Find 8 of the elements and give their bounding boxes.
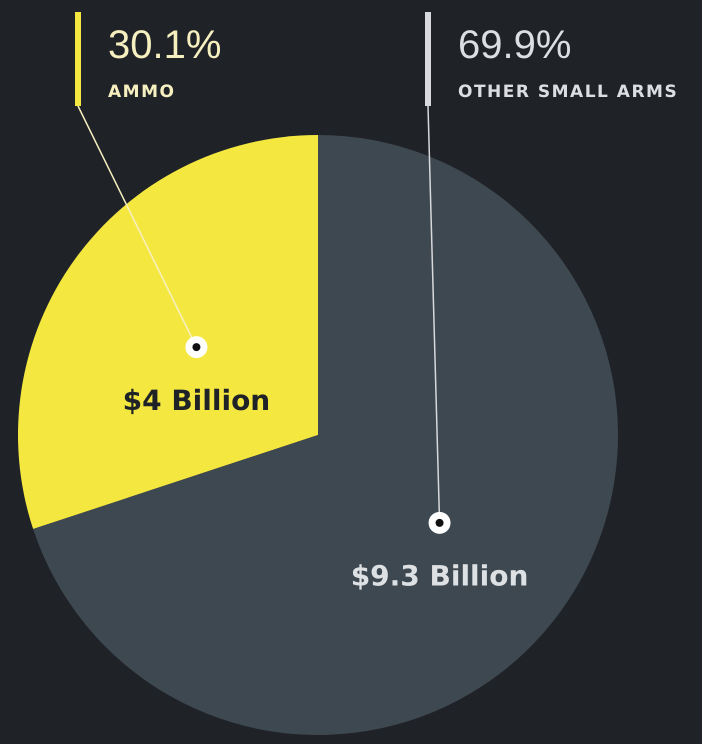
pie-slice bbox=[33, 135, 618, 735]
data-label: $4 Billion bbox=[122, 384, 270, 417]
data-label: $9.3 Billion bbox=[350, 560, 528, 593]
slice-label: OTHER SMALL ARMS bbox=[458, 82, 678, 102]
slice-label: AMMO bbox=[108, 82, 176, 102]
text: 30.1% bbox=[108, 23, 222, 67]
text: 69.9% bbox=[458, 23, 572, 67]
pie-slice bbox=[18, 135, 318, 530]
